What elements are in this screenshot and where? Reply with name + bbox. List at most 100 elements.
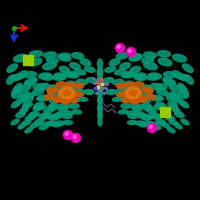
Ellipse shape [54,98,62,102]
Ellipse shape [98,88,102,97]
Ellipse shape [121,72,133,78]
Ellipse shape [168,102,177,108]
Ellipse shape [180,101,189,108]
Ellipse shape [130,85,140,91]
Ellipse shape [56,82,66,87]
Ellipse shape [130,98,138,102]
Ellipse shape [24,93,35,98]
Ellipse shape [169,120,178,125]
Ellipse shape [177,74,189,81]
Ellipse shape [157,105,167,111]
Ellipse shape [59,87,75,99]
Ellipse shape [121,98,129,102]
Ellipse shape [18,123,26,129]
Ellipse shape [98,118,102,126]
Ellipse shape [127,93,137,99]
Ellipse shape [181,119,189,125]
Circle shape [73,135,76,138]
Ellipse shape [165,93,176,98]
Ellipse shape [67,81,78,86]
Ellipse shape [49,115,59,120]
Ellipse shape [103,78,114,83]
Ellipse shape [12,92,22,98]
Ellipse shape [67,72,79,78]
Ellipse shape [165,115,175,121]
Ellipse shape [172,106,180,114]
Ellipse shape [128,121,137,125]
Ellipse shape [137,95,147,100]
Ellipse shape [153,95,163,101]
Ellipse shape [61,86,73,92]
Ellipse shape [121,91,132,97]
Ellipse shape [128,99,137,103]
Ellipse shape [16,112,25,117]
Ellipse shape [57,53,70,59]
Ellipse shape [63,121,72,125]
Ellipse shape [48,87,59,92]
Ellipse shape [138,96,150,100]
Ellipse shape [130,90,136,96]
Ellipse shape [46,57,58,63]
Ellipse shape [61,88,73,98]
Ellipse shape [68,91,79,97]
Ellipse shape [53,74,66,80]
Ellipse shape [98,96,102,104]
Ellipse shape [20,106,28,114]
Ellipse shape [143,92,154,99]
Ellipse shape [140,98,151,103]
Ellipse shape [98,68,102,78]
Ellipse shape [35,121,44,125]
Ellipse shape [47,85,59,91]
Ellipse shape [69,104,79,108]
Ellipse shape [53,95,63,100]
Ellipse shape [125,87,141,99]
Ellipse shape [143,105,153,111]
Ellipse shape [171,92,179,101]
Ellipse shape [44,52,56,58]
Ellipse shape [154,105,164,110]
Ellipse shape [77,79,87,85]
Circle shape [64,130,72,140]
Ellipse shape [138,114,148,118]
Ellipse shape [38,96,50,100]
Ellipse shape [31,123,39,127]
Ellipse shape [65,82,75,88]
Ellipse shape [43,62,56,70]
Bar [23,55,33,65]
Ellipse shape [75,90,85,95]
Ellipse shape [116,83,126,88]
Ellipse shape [134,82,144,87]
Ellipse shape [59,66,70,73]
Ellipse shape [141,85,153,91]
Ellipse shape [128,114,138,118]
Ellipse shape [42,114,52,118]
Ellipse shape [137,96,147,102]
Ellipse shape [183,64,193,72]
Ellipse shape [98,80,102,90]
Ellipse shape [46,92,57,99]
Ellipse shape [62,98,70,102]
Ellipse shape [132,89,142,95]
Ellipse shape [98,67,102,77]
Ellipse shape [148,122,156,126]
Ellipse shape [63,93,73,99]
Ellipse shape [25,127,33,133]
Ellipse shape [132,106,142,111]
Ellipse shape [98,97,102,106]
Ellipse shape [34,102,44,108]
Ellipse shape [142,87,153,93]
Ellipse shape [65,72,76,77]
Ellipse shape [98,106,102,114]
Ellipse shape [98,88,102,98]
Ellipse shape [144,62,157,70]
Ellipse shape [163,72,176,78]
Circle shape [128,49,131,52]
Ellipse shape [127,111,135,115]
Ellipse shape [167,127,175,133]
Ellipse shape [44,108,53,114]
Ellipse shape [52,114,62,118]
Ellipse shape [141,104,151,108]
Ellipse shape [136,121,144,125]
Ellipse shape [175,112,184,117]
Ellipse shape [44,94,54,99]
